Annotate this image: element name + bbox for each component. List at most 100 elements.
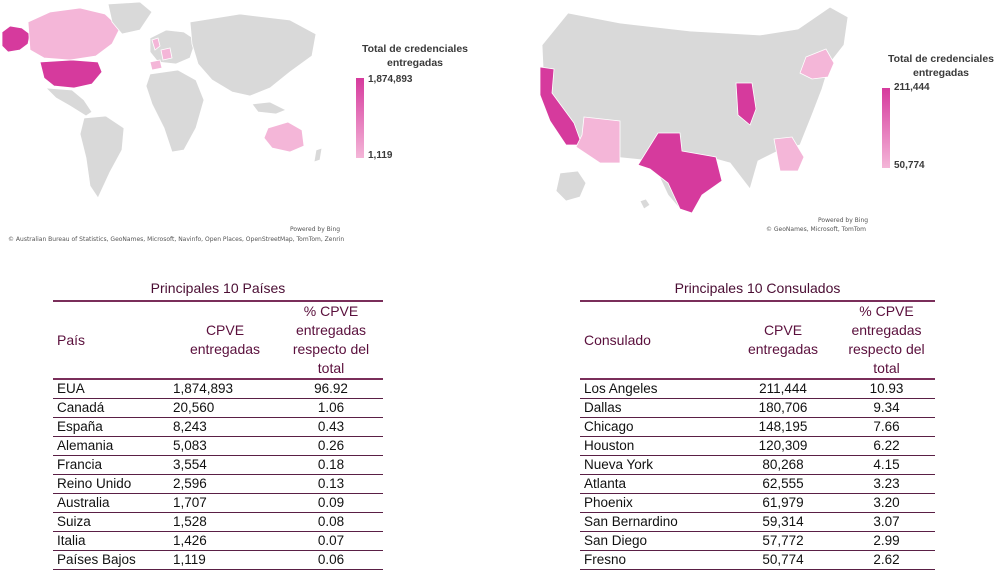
- region-france-germany: [160, 47, 173, 61]
- table-row: Reino Unido 2,596 0.13: [53, 475, 383, 494]
- world-map-sources: © Australian Bureau of Statistics, GeoNa…: [8, 236, 345, 243]
- cell-name: Alemania: [57, 438, 114, 453]
- region-uk: [151, 37, 161, 51]
- cell-name: Los Angeles: [584, 381, 658, 396]
- region-australia: [263, 121, 305, 153]
- cell-name: Nueva York: [584, 457, 654, 472]
- cell-pct: 3.20: [873, 495, 900, 510]
- consulados-table: Principales 10 Consulados Consulado CPVE…: [580, 278, 935, 570]
- table-row: Fresno 50,774 2.62: [580, 551, 935, 570]
- cell-pct: 4.15: [873, 457, 900, 472]
- cell-pct: 10.93: [869, 381, 904, 396]
- cell-pct: 1.06: [317, 400, 345, 415]
- cell-pct: 0.09: [317, 495, 345, 510]
- cell-cpve: 5,083: [173, 438, 207, 453]
- cell-pct: 96.92: [314, 381, 348, 396]
- region-illinois: [735, 82, 757, 126]
- table-row: Canadá 20,560 1.06: [53, 399, 383, 418]
- table-row: Los Angeles 211,444 10.93: [580, 380, 935, 399]
- cell-cpve: 1,528: [173, 514, 207, 529]
- world-map-powered-by: Powered by Bing: [290, 226, 341, 233]
- cell-cpve: 80,268: [762, 457, 804, 472]
- world-legend-title: Total de credenciales entregadas: [361, 43, 468, 69]
- cell-pct: 3.23: [873, 476, 900, 491]
- cell-pct: 0.06: [317, 552, 345, 567]
- cell-name: Francia: [57, 457, 103, 472]
- cell-cpve: 3,554: [173, 457, 207, 472]
- header-cpve: CPVE entregadas: [747, 322, 819, 357]
- table-row: San Bernardino 59,314 3.07: [580, 513, 935, 532]
- cell-name: Reino Unido: [57, 476, 132, 491]
- cell-cpve: 50,774: [762, 552, 804, 567]
- region-new-zealand: [313, 147, 323, 163]
- table-row: Dallas 180,706 9.34: [580, 399, 935, 418]
- cell-cpve: 1,707: [173, 495, 207, 510]
- cell-pct: 6.22: [873, 438, 900, 453]
- table-row: San Diego 57,772 2.99: [580, 532, 935, 551]
- cell-cpve: 2,596: [173, 476, 207, 491]
- usa-legend-gradient: [882, 88, 890, 168]
- cell-name: Italia: [57, 533, 86, 548]
- cell-cpve: 20,560: [173, 400, 215, 415]
- table-row: Atlanta 62,555 3.23: [580, 475, 935, 494]
- cell-name: Australia: [57, 495, 110, 510]
- header-pais: País: [57, 331, 86, 348]
- cell-cpve: 61,979: [762, 495, 804, 510]
- cell-name: San Diego: [584, 533, 648, 548]
- region-alaska: [1, 25, 31, 53]
- cell-pct: 0.43: [317, 419, 345, 434]
- region-asia: [189, 13, 317, 97]
- region-arizona: [575, 116, 621, 164]
- cell-pct: 9.34: [873, 400, 900, 415]
- cell-name: San Bernardino: [584, 514, 678, 529]
- usa-map-sources: © GeoNames, Microsoft, TomTom: [766, 226, 867, 233]
- table-row: Países Bajos 1,119 0.06: [53, 551, 383, 570]
- cell-name: Chicago: [584, 419, 634, 434]
- paises-table: Principales 10 Países País CPVE entregad…: [53, 278, 383, 570]
- table-row: Alemania 5,083 0.26: [53, 437, 383, 456]
- region-texas: [637, 132, 723, 214]
- header-cpve: CPVE entregadas: [189, 322, 261, 357]
- cell-name: Países Bajos: [57, 552, 136, 567]
- cell-cpve: 120,309: [758, 438, 808, 453]
- cell-pct: 0.18: [317, 457, 345, 472]
- usa-map-powered-by: Powered by Bing: [818, 217, 869, 224]
- usa-legend-min: 50,774: [894, 160, 925, 171]
- usa-map-legend: Total de credenciales entregadas 211,444…: [876, 52, 1002, 177]
- header-consulado: Consulado: [584, 331, 651, 348]
- cell-pct: 0.13: [317, 476, 345, 491]
- table-row: Suiza 1,528 0.08: [53, 513, 383, 532]
- cell-pct: 2.62: [873, 552, 900, 567]
- cell-name: Suiza: [57, 514, 91, 529]
- region-africa: [145, 69, 205, 153]
- cell-cpve: 57,772: [762, 533, 804, 548]
- region-canada: [27, 7, 121, 61]
- usa-map-svg: [539, 6, 849, 214]
- paises-table-body: EUA 1,874,893 96.92 Canadá 20,560 1.06 España 8…: [53, 380, 383, 570]
- cell-name: Fresno: [584, 552, 627, 567]
- table-row: Phoenix 61,979 3.20: [580, 494, 935, 513]
- table-row: EUA 1,874,893 96.92: [53, 380, 383, 399]
- cell-cpve: 1,874,893: [173, 381, 234, 396]
- region-hawaii-inset: [639, 198, 651, 210]
- usa-legend-max: 211,444: [894, 82, 930, 93]
- table-row: Francia 3,554 0.18: [53, 456, 383, 475]
- consulados-table-body: Los Angeles 211,444 10.93 Dallas 180,706 9.34…: [580, 380, 935, 570]
- region-usa: [39, 59, 103, 89]
- table-row: España 8,243 0.43: [53, 418, 383, 437]
- region-mexico: [44, 87, 93, 117]
- region-south-america: [79, 115, 125, 199]
- cell-name: Houston: [584, 438, 635, 453]
- world-map-svg: [1, 1, 323, 199]
- cell-pct: 7.66: [873, 419, 900, 434]
- cell-name: España: [57, 419, 103, 434]
- consulados-table-header: Consulado CPVE entregadas % CPVE entrega…: [580, 300, 935, 380]
- region-europe: [149, 29, 197, 65]
- table-row: Italia 1,426 0.07: [53, 532, 383, 551]
- usa-map: Powered by Bing © GeoNames, Microsoft, T…: [530, 5, 870, 233]
- world-legend-min: 1,119: [368, 150, 393, 161]
- cell-cpve: 8,243: [173, 419, 207, 434]
- table-row: Chicago 148,195 7.66: [580, 418, 935, 437]
- region-georgia: [773, 136, 805, 172]
- consulados-table-title: Principales 10 Consulados: [674, 280, 841, 296]
